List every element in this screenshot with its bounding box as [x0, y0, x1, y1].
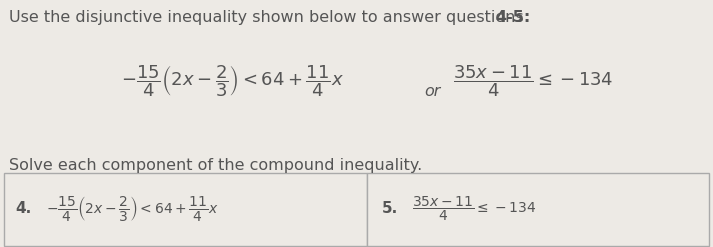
Text: Use the disjunctive inequality shown below to answer questions: Use the disjunctive inequality shown bel… — [9, 10, 528, 25]
Text: $\dfrac{35x-11}{4}\leq -134$: $\dfrac{35x-11}{4}\leq -134$ — [453, 64, 613, 99]
Text: $\dfrac{35x-11}{4}\leq -134$: $\dfrac{35x-11}{4}\leq -134$ — [412, 195, 536, 223]
Text: or: or — [424, 84, 441, 99]
FancyBboxPatch shape — [4, 173, 367, 246]
Text: 5.: 5. — [381, 201, 398, 216]
Text: 4.: 4. — [16, 201, 32, 216]
Text: 4-5:: 4-5: — [496, 10, 530, 25]
Text: $-\dfrac{15}{4}\left(2x-\dfrac{2}{3}\right)<64+\dfrac{11}{4}x$: $-\dfrac{15}{4}\left(2x-\dfrac{2}{3}\rig… — [46, 194, 219, 223]
Text: Solve each component of the compound inequality.: Solve each component of the compound ine… — [9, 158, 422, 173]
FancyBboxPatch shape — [367, 173, 709, 246]
Text: $-\dfrac{15}{4}\left(2x-\dfrac{2}{3}\right)<64+\dfrac{11}{4}x$: $-\dfrac{15}{4}\left(2x-\dfrac{2}{3}\rig… — [121, 64, 344, 99]
